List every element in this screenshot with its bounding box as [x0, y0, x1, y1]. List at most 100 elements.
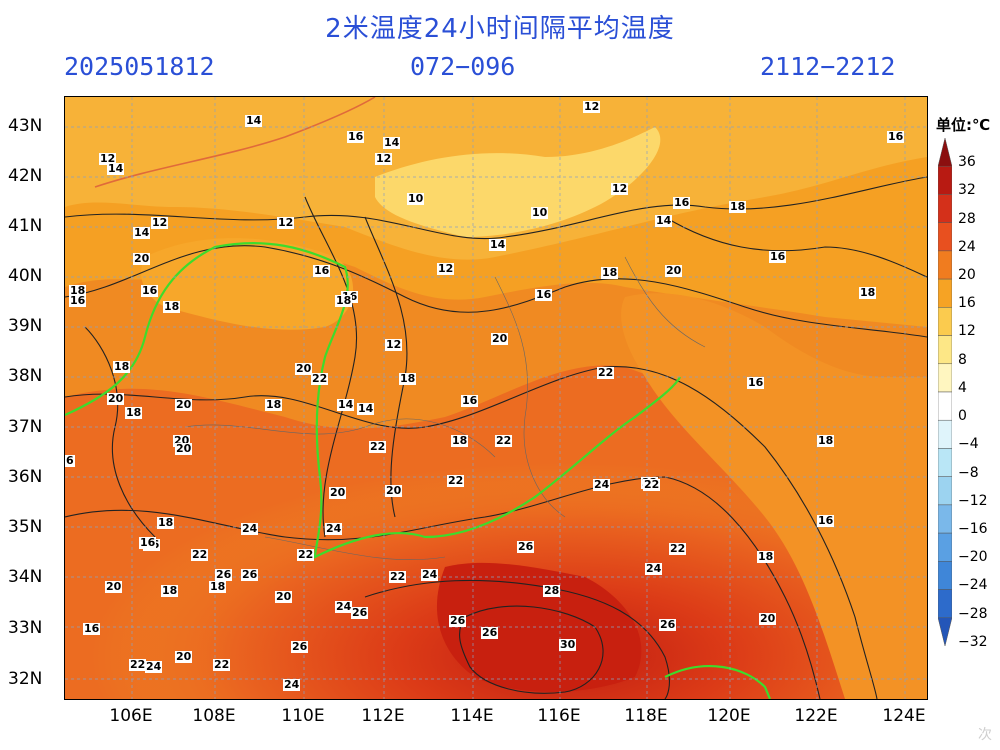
- contour-value-label: 14: [655, 214, 673, 227]
- contour-value-label: 20: [295, 362, 313, 375]
- lon-label: 120E: [707, 706, 751, 726]
- contour-value-label: 30: [559, 638, 577, 651]
- contour-value-label: 16: [769, 250, 787, 263]
- colorbar-cell: [938, 419, 952, 449]
- contour-value-label: 14: [107, 162, 125, 175]
- contour-value-label: 22: [297, 548, 315, 561]
- unit-label: 单位:℃: [936, 116, 991, 134]
- contour-value-label: 12: [611, 182, 629, 195]
- lat-label: 34N: [8, 567, 43, 587]
- contour-value-label: 12: [437, 262, 455, 275]
- colorbar-tick-label: −32: [958, 633, 988, 650]
- colorbar-tick-label: 8: [958, 351, 967, 368]
- contour-value-label: 16: [817, 514, 835, 527]
- contour-value-label: 14: [337, 398, 355, 411]
- colorbar-cell: [938, 561, 952, 590]
- lon-label: 110E: [281, 706, 325, 726]
- contour-value-label: 22: [191, 548, 209, 561]
- lat-label: 40N: [8, 266, 43, 286]
- contour-value-label: 18: [157, 516, 175, 529]
- lon-label: 116E: [537, 706, 581, 726]
- contour-value-label: 18: [601, 266, 619, 279]
- isotherms: [65, 176, 927, 699]
- contour-value-label: 22: [495, 434, 513, 447]
- border-line: [94, 97, 376, 188]
- contour-value-label: 12: [277, 216, 295, 229]
- contour-value-label: 18: [399, 372, 417, 385]
- lat-label: 38N: [8, 366, 43, 386]
- contour-value-label: 6: [65, 454, 75, 467]
- contour-value-label: 22: [669, 542, 687, 555]
- sea-zone: [621, 293, 927, 699]
- contour-value-label: 20: [107, 392, 125, 405]
- colorbar-cell: [938, 307, 952, 336]
- contour-value-label: 12: [385, 338, 403, 351]
- contour-value-label: 18: [209, 580, 227, 593]
- contour-value-label: 26: [215, 568, 233, 581]
- lon-label: 114E: [450, 706, 494, 726]
- contour-value-label: 20: [329, 486, 347, 499]
- contour-value-label: 20: [105, 580, 123, 593]
- temperature-map: 12 14 16 14 12 16 12 14 10 10 12 12 14 14 16 18 16 18 16 18…: [64, 96, 928, 700]
- contour-value-label: 14: [245, 114, 263, 127]
- contour-value-label: 18: [265, 398, 283, 411]
- contour-value-label: 18: [757, 550, 775, 563]
- contour-value-label: 18: [163, 300, 181, 313]
- contour-value-label: 14: [357, 402, 375, 415]
- colorbar-cell: [938, 194, 952, 223]
- contour-value-label: 20: [175, 650, 193, 663]
- contour-value-label: 24: [145, 660, 163, 673]
- lon-label: 122E: [794, 706, 838, 726]
- contour-value-label: 16: [673, 196, 691, 209]
- colorbar-tick-label: −4: [958, 436, 979, 453]
- lat-label: 37N: [8, 417, 43, 437]
- contour-value-label: 18: [161, 584, 179, 597]
- colorbar-tick-label: 24: [958, 238, 976, 255]
- lon-label: 112E: [361, 706, 405, 726]
- colorbar-cell: [938, 391, 952, 421]
- contour-value-label: 14: [133, 226, 151, 239]
- contour-value-label: 24: [421, 568, 439, 581]
- contour-value-label: 24: [241, 522, 259, 535]
- colorbar-tick-label: 12: [958, 323, 976, 340]
- colorbar-cell: [938, 138, 952, 167]
- contour-value-label: 26: [291, 640, 309, 653]
- contour-value-label: 16: [69, 294, 87, 307]
- contour-value-label: 12: [151, 216, 169, 229]
- contour-value-label: 22: [213, 658, 231, 671]
- contour-value-label: 12: [99, 152, 117, 165]
- lon-label: 108E: [192, 706, 236, 726]
- colorbar-tick-label: −24: [958, 577, 988, 594]
- contour-value-label: 16: [347, 130, 365, 143]
- lon-label: 106E: [109, 706, 153, 726]
- colorbar-tick-label: 28: [958, 210, 976, 227]
- lon-label: 118E: [624, 706, 668, 726]
- contour-value-label: 16: [139, 536, 157, 549]
- contour-value-label: 18: [113, 360, 131, 373]
- contour-value-label: 24: [283, 678, 301, 691]
- river-line-south: [664, 665, 772, 699]
- colorbar-cell: [938, 532, 952, 562]
- chart-title: 2米温度24小时间隔平均温度: [325, 14, 675, 44]
- init-time: 2025051812: [64, 52, 215, 81]
- contour-value-label: 18: [69, 284, 87, 297]
- contour-value-label: 26: [241, 568, 259, 581]
- colorbar-tick-label: 0: [958, 408, 967, 425]
- contour-value-label: 22: [129, 658, 147, 671]
- contour-value-label: 22: [643, 478, 661, 491]
- lat-label: 39N: [8, 316, 43, 336]
- lat-label: 33N: [8, 618, 43, 638]
- colorbar-cell: [938, 448, 952, 477]
- map-canvas: [65, 97, 927, 699]
- contour-value-label: 14: [383, 136, 401, 149]
- contour-value-label: 18: [451, 434, 469, 447]
- colorbar-tick-label: −16: [958, 521, 988, 537]
- contour-value-label: 22: [447, 474, 465, 487]
- coldest-zone: [375, 127, 661, 237]
- colorbar-cell: [938, 476, 952, 506]
- contour-value-label: 16: [887, 130, 905, 143]
- lat-label: 32N: [8, 669, 43, 689]
- lon-label: 124E: [882, 706, 926, 726]
- contour-value-label: 16: [313, 264, 331, 277]
- contour-value-label: 20: [175, 398, 193, 411]
